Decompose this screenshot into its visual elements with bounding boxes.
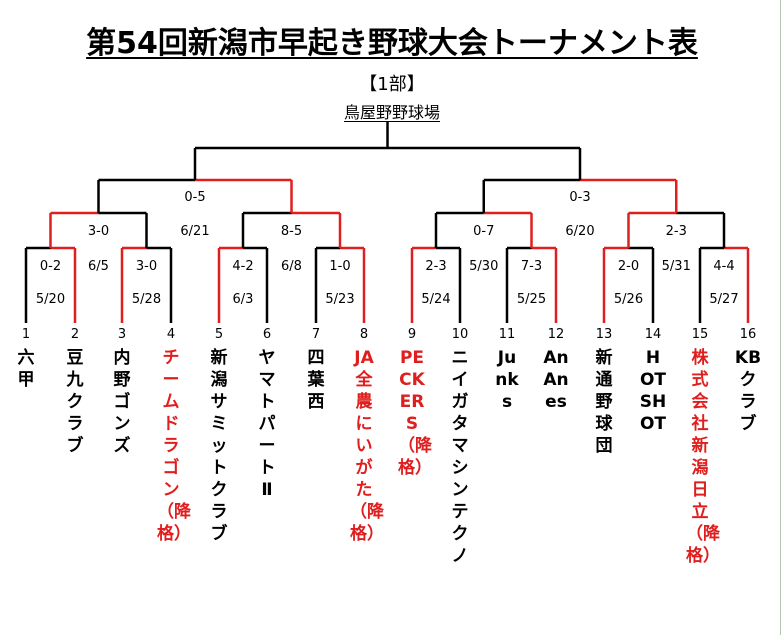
team-number-6: 6: [263, 327, 271, 342]
qf-score-4: 2-3: [666, 224, 687, 239]
team-name-14: HOT SHOT: [639, 348, 667, 434]
team-name-12: AnAnes: [543, 348, 569, 412]
team-name-9: PECKERS（降格）: [398, 348, 432, 478]
page-title: 第54回新潟市早起き野球大会トーナメント表: [86, 26, 698, 61]
team-number-3: 3: [118, 327, 126, 342]
qf-date-2: 6/8: [281, 259, 302, 274]
team-name-4: チームドラゴン（降格）: [157, 348, 191, 544]
team-number-10: 10: [452, 327, 469, 342]
team-number-2: 2: [71, 327, 79, 342]
r1-score-5: 2-3: [425, 259, 446, 274]
r1-date-8: 5/27: [709, 292, 738, 307]
team-number-16: 16: [740, 327, 757, 342]
team-name-5: 新潟サミットクラブ: [210, 348, 228, 544]
team-number-12: 12: [548, 327, 565, 342]
r1-score-8: 4-4: [713, 259, 734, 274]
r1-date-4: 5/23: [325, 292, 354, 307]
page-edge-divider: [780, 0, 781, 635]
team-name-2: 豆九クラブ: [66, 348, 84, 456]
sf-date-2: 6/20: [565, 224, 594, 239]
team-number-13: 13: [596, 327, 613, 342]
sf-date-1: 6/21: [180, 224, 209, 239]
team-number-4: 4: [167, 327, 175, 342]
team-number-14: 14: [645, 327, 662, 342]
team-name-8: JA全農にいがた（降格）: [350, 348, 384, 544]
r1-date-2: 5/28: [132, 292, 161, 307]
team-name-7: 四葉西: [307, 348, 325, 412]
team-name-6: ヤマトパートⅡ: [258, 348, 276, 500]
team-name-3: 内野ゴンズ: [113, 348, 131, 456]
venue-label: 鳥屋野野球場: [343, 103, 440, 122]
team-number-1: 1: [22, 327, 30, 342]
team-number-5: 5: [215, 327, 223, 342]
team-name-1: 六甲: [17, 348, 35, 390]
r1-score-7: 2-0: [618, 259, 639, 274]
qf-date-1: 6/5: [88, 259, 109, 274]
sf-score-1: 0-5: [184, 190, 205, 205]
r1-date-3: 6/3: [233, 292, 254, 307]
division-label: 【1部】: [359, 74, 425, 95]
r1-score-2: 3-0: [136, 259, 157, 274]
qf-score-3: 0-7: [473, 224, 494, 239]
qf-date-3: 5/30: [469, 259, 498, 274]
team-name-15: 株式会社新潟日立（降格）: [686, 348, 720, 566]
r1-date-5: 5/24: [421, 292, 450, 307]
team-name-11: Junks: [495, 348, 519, 412]
sf-score-2: 0-3: [569, 190, 590, 205]
r1-date-6: 5/25: [517, 292, 546, 307]
r1-date-7: 5/26: [614, 292, 643, 307]
team-number-8: 8: [360, 327, 368, 342]
qf-date-4: 5/31: [662, 259, 691, 274]
r1-score-3: 4-2: [232, 259, 253, 274]
r1-score-6: 7-3: [521, 259, 542, 274]
qf-score-1: 3-0: [88, 224, 109, 239]
team-name-13: 新通野球団: [595, 348, 613, 456]
team-number-7: 7: [312, 327, 320, 342]
qf-score-2: 8-5: [281, 224, 302, 239]
r1-date-1: 5/20: [36, 292, 65, 307]
team-name-10: ニイガタマシンテクノ: [451, 348, 469, 566]
team-number-11: 11: [499, 327, 516, 342]
team-number-9: 9: [408, 327, 416, 342]
team-number-15: 15: [692, 327, 709, 342]
r1-score-4: 1-0: [329, 259, 350, 274]
team-name-16: KBクラブ: [734, 348, 762, 434]
r1-score-1: 0-2: [40, 259, 61, 274]
